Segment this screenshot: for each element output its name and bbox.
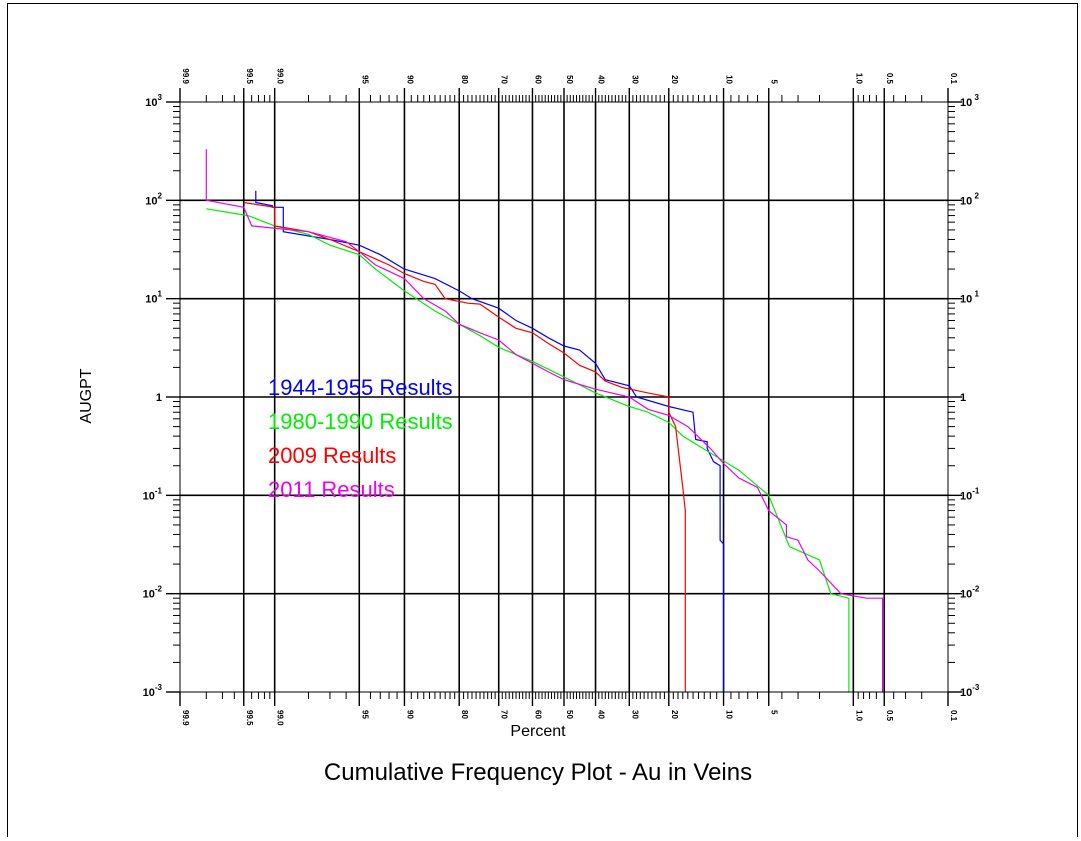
x-tick-label-bottom: 99.0 (276, 710, 285, 726)
y-tick-label-left: 10-1 (143, 486, 163, 502)
x-tick-label-top: 50 (565, 75, 574, 84)
x-tick-label-top: 99.5 (245, 68, 254, 84)
x-tick-label-bottom: 70 (500, 710, 509, 719)
x-tick-label-top: 40 (597, 75, 606, 84)
x-tick-label-top: 99.0 (276, 68, 285, 84)
y-tick-label-left: 10-3 (143, 683, 163, 699)
y-tick-label-right: 1 (960, 392, 966, 404)
plot-area-border (179, 101, 949, 693)
x-tick-label-bottom: 95 (360, 710, 369, 719)
x-tick-label-bottom: 30 (630, 710, 639, 719)
series-line-4 (205, 149, 884, 692)
legend-item-2009: 2009 Results (268, 443, 396, 468)
y-tick-label-left: 102 (145, 191, 162, 207)
x-tick-label-top: 0.1 (949, 73, 958, 85)
plot-frame (7, 3, 1078, 837)
x-tick-label-top: 80 (460, 75, 469, 84)
x-tick-label-top: 10 (725, 75, 734, 84)
x-tick-label-top: 20 (670, 75, 679, 84)
x-tick-label-top: 95 (360, 75, 369, 84)
y-tick-label-right: 10 2 (960, 191, 979, 207)
x-tick-label-bottom: 50 (565, 710, 574, 719)
x-tick-label-bottom: 0.1 (949, 710, 958, 722)
y-tick-label-left: 10-2 (143, 585, 163, 601)
x-tick-label-top: 30 (630, 75, 639, 84)
y-tick-label-right: 10-2 (960, 585, 980, 601)
x-tick-label-top: 1.0 (854, 73, 863, 85)
y-tick-label-left: 1 (156, 392, 162, 404)
y-tick-label-right: 10-3 (960, 683, 980, 699)
x-tick-label-top: 60 (533, 75, 542, 84)
x-tick-label-bottom: 0.5 (885, 710, 894, 722)
series-line-2 (206, 208, 850, 692)
x-tick-label-bottom: 90 (405, 710, 414, 719)
legend-item-2011: 2011 Results (268, 477, 395, 502)
x-tick-label-top: 99.9 (181, 68, 190, 84)
data-series (205, 149, 884, 692)
x-tick-label-bottom: 20 (670, 710, 679, 719)
legend-item-1980-1990: 1980-1990 Results (268, 409, 453, 434)
y-tick-label-right: 10 1 (960, 290, 979, 306)
x-tick-label-top: 90 (405, 75, 414, 84)
x-tick-label-bottom: 40 (597, 710, 606, 719)
x-axis-title: Percent (510, 723, 566, 740)
x-tick-label-top: 5 (770, 80, 779, 85)
x-tick-label-bottom: 10 (725, 710, 734, 719)
series-line-3 (243, 201, 686, 692)
legend-item-1944-1955: 1944-1955 Results (268, 375, 453, 400)
x-tick-label-bottom: 80 (460, 710, 469, 719)
x-tick-label-bottom: 99.5 (245, 710, 254, 726)
series-line-1 (255, 190, 725, 692)
x-tick-label-bottom: 1.0 (854, 710, 863, 722)
y-tick-label-right: 10-1 (960, 486, 980, 502)
y-tick-label-left: 101 (145, 290, 162, 306)
x-tick-label-bottom: 5 (770, 710, 779, 715)
y-tick-label-left: 103 (145, 93, 162, 109)
legend: 1944-1955 Results 1980-1990 Results 2009… (268, 375, 453, 502)
axis-ticks (166, 88, 962, 706)
x-tick-label-top: 70 (500, 75, 509, 84)
tick-labels: 99.9 99.9 99.5 99.5 99.0 99.0 95 95 90 90 80 80 70 70… (143, 68, 980, 726)
y-axis-title: AUGPT (78, 368, 95, 423)
y-tick-label-right: 10 3 (960, 93, 979, 109)
x-tick-label-bottom: 60 (533, 710, 542, 719)
x-tick-label-bottom: 99.9 (181, 710, 190, 726)
chart-title: Cumulative Frequency Plot - Au in Veins (324, 759, 752, 786)
x-tick-label-top: 0.5 (885, 73, 894, 85)
